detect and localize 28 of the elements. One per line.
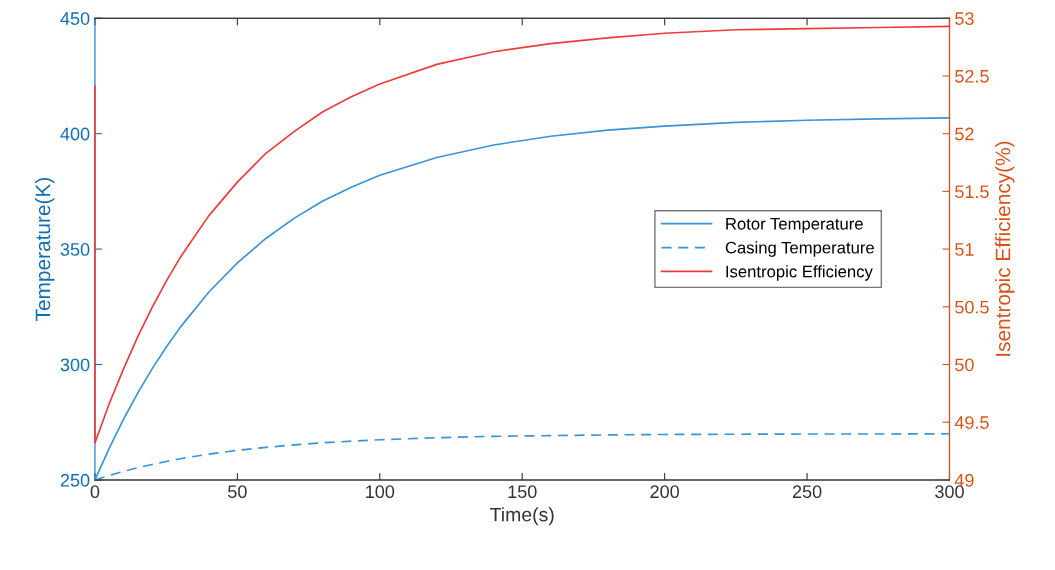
- x-tick-label: 0: [90, 485, 100, 499]
- legend-label: Casing Temperature: [725, 241, 874, 257]
- y2-tick-label: 52.5: [955, 69, 989, 83]
- line-series: [94, 25, 951, 444]
- y2-axis-title: Isentropic Efficiency(%): [995, 141, 1015, 356]
- y2-tick-label: 52: [955, 127, 974, 141]
- x-tick-label: 300: [935, 485, 964, 499]
- x-tick-label: 200: [650, 485, 680, 499]
- y2-tick-label: 49: [954, 473, 974, 487]
- y2-tick-label: 50.5: [955, 300, 989, 314]
- y-axis-title: Temperature(K): [34, 178, 55, 321]
- x-tick-label: 50: [228, 485, 247, 499]
- y-tick-label: 450: [60, 12, 90, 25]
- x-tick-label: 100: [366, 485, 395, 499]
- legend-label: Rotor Temperature: [726, 218, 863, 233]
- y2-tick-label: 51: [955, 243, 974, 256]
- legend-label: Isentropic Efficiency: [726, 265, 873, 281]
- y-tick-label: 250: [60, 473, 90, 487]
- y-tick-label: 350: [60, 243, 90, 256]
- y2-tick-label: 53: [955, 12, 974, 25]
- y2-tick-label: 50: [955, 358, 974, 372]
- y-tick-label: 400: [60, 127, 90, 141]
- x-tick-label: 250: [792, 485, 822, 499]
- x-axis-title: Time(s): [490, 507, 554, 526]
- y2-tick-label: 49.5: [954, 416, 989, 429]
- y2-tick-label: 51.5: [955, 185, 989, 199]
- y-tick-label: 300: [60, 358, 90, 372]
- x-tick-label: 150: [508, 485, 537, 499]
